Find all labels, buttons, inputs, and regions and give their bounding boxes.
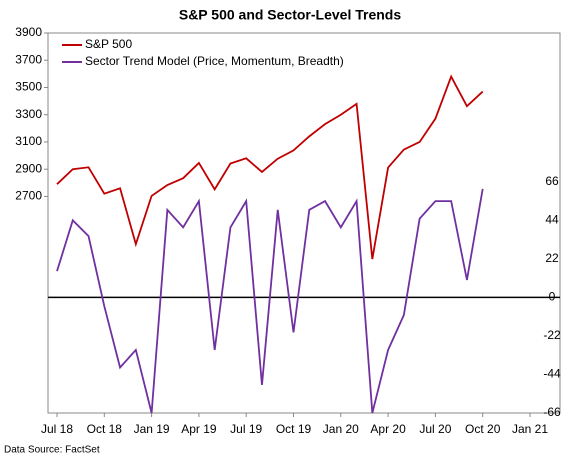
x-tick-label: Oct 18 bbox=[87, 422, 123, 436]
y2-tick-label: 66 bbox=[545, 174, 559, 188]
y2-tick-label: -22 bbox=[543, 328, 561, 342]
x-tick-label: Jul 20 bbox=[419, 422, 451, 436]
y-tick-label: 3100 bbox=[15, 134, 42, 148]
plot-frame bbox=[47, 32, 561, 414]
y-tick-label: 2900 bbox=[15, 161, 42, 175]
y-tick-label: 3300 bbox=[15, 107, 42, 121]
y-tick-label: 3500 bbox=[15, 80, 42, 94]
y2-tick-label: -44 bbox=[543, 367, 561, 381]
y2-tick-label: 0 bbox=[549, 290, 556, 304]
x-tick-label: Apr 20 bbox=[370, 422, 406, 436]
x-tick-label: Jul 18 bbox=[41, 422, 73, 436]
x-tick-label: Oct 20 bbox=[465, 422, 501, 436]
y2-tick-label: -66 bbox=[543, 405, 561, 419]
x-tick-label: Apr 19 bbox=[181, 422, 217, 436]
y-tick-label: 2700 bbox=[15, 189, 42, 203]
x-tick-label: Jan 21 bbox=[512, 422, 548, 436]
x-tick-label: Jan 19 bbox=[134, 422, 170, 436]
source-note: Data Source: FactSet bbox=[4, 445, 100, 456]
y-tick-label: 3700 bbox=[15, 52, 42, 66]
x-tick-label: Jan 20 bbox=[323, 422, 359, 436]
y-tick-label: 3900 bbox=[15, 25, 42, 39]
y2-tick-label: 22 bbox=[545, 251, 559, 265]
y2-tick-label: 44 bbox=[545, 213, 559, 227]
series-line bbox=[56, 74, 484, 260]
legend-label: S&P 500 bbox=[85, 37, 132, 51]
series-line bbox=[56, 188, 484, 414]
chart-title: S&P 500 and Sector-Level Trends bbox=[179, 7, 401, 23]
legend-label: Sector Trend Model (Price, Momentum, Bre… bbox=[85, 54, 344, 68]
x-tick-label: Jul 19 bbox=[230, 422, 262, 436]
x-tick-label: Oct 19 bbox=[276, 422, 312, 436]
